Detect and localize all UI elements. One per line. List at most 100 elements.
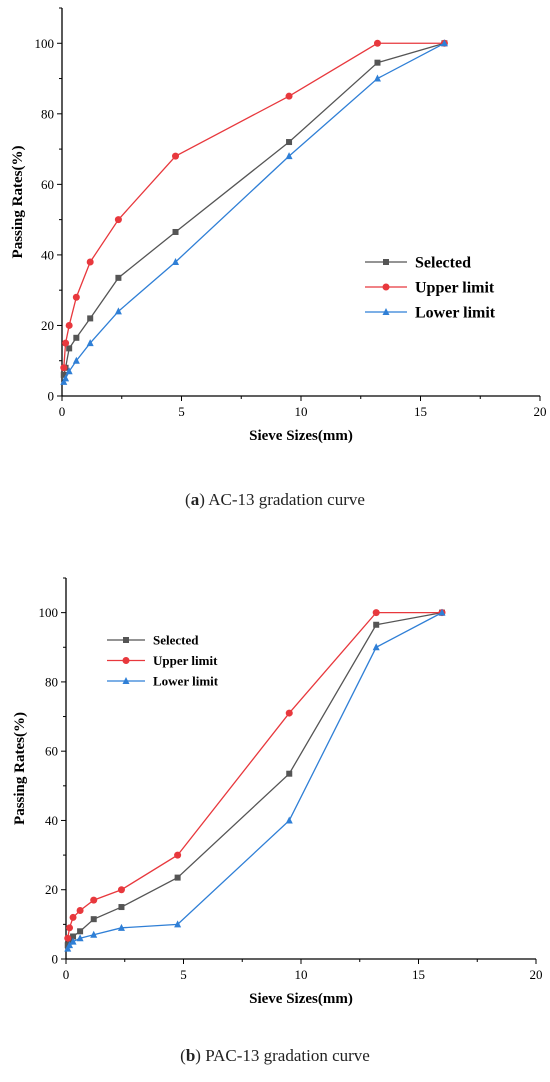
chart-b-y-axis-title: Passing Rates(%) — [12, 712, 28, 825]
chart-a-series-line-square — [63, 42, 445, 375]
chart-b-data-point-square — [77, 928, 84, 935]
chart-a-svg: 0 5 10 15 20 0 20 40 60 80 100 Sieve Sizes(mm) Passi… — [10, 7, 547, 444]
chart-b-y-tick-label: 0 — [52, 952, 59, 967]
chart-b-data-point-triangle — [372, 643, 380, 651]
chart-a-data-point-circle — [72, 293, 80, 301]
chart-a-y-tick-label: 20 — [41, 318, 54, 333]
chart-a-x-tick-label: 10 — [295, 404, 308, 419]
chart-a-data-point-triangle — [114, 307, 122, 315]
chart-b-legend-label: Upper limit — [153, 653, 218, 668]
chart-b-data-point-square — [90, 916, 97, 923]
chart-a-data-point-square — [73, 334, 80, 341]
chart-b-series-line-circle — [67, 611, 442, 939]
chart-b-legend-label: Lower limit — [153, 674, 219, 689]
chart-a-data-point-triangle — [62, 374, 70, 382]
chart-b-legend-marker — [123, 637, 129, 643]
chart-a-data-point-circle — [373, 39, 381, 47]
chart-b-data-point-triangle — [174, 920, 182, 928]
chart-a-data-point-circle — [62, 339, 70, 347]
chart-a-data-point-square — [374, 59, 381, 66]
chart-a-x-axis-title: Sieve Sizes(mm) — [249, 428, 353, 444]
chart-b-data-point-circle — [76, 907, 84, 915]
caption-a-text: AC-13 gradation curve — [204, 490, 365, 509]
chart-a-legend-label: Selected — [415, 255, 471, 272]
chart-b-data-point-square — [286, 770, 293, 777]
chart-a-y-axis-title: Passing Rates(%) — [10, 146, 26, 259]
chart-b-x-tick-label: 20 — [530, 967, 543, 982]
chart-b-svg: 0 5 10 15 20 0 20 40 60 80 100 Sieve Sizes(mm) Passi… — [12, 577, 543, 1007]
chart-b-data-point-triangle — [66, 941, 74, 949]
chart-a-x-tick-label: 0 — [59, 404, 66, 419]
chart-b-data-point-triangle — [69, 937, 77, 945]
chart-a-data-point-circle — [172, 152, 180, 160]
chart-b-legend-label: Selected — [153, 633, 199, 648]
chart-a-data-point-triangle — [373, 74, 381, 82]
chart-a-y-tick-label: 100 — [35, 36, 55, 51]
chart-a-data-point-circle — [285, 92, 293, 100]
chart-b-data-point-circle — [90, 896, 98, 904]
chart-b-data-point-circle — [69, 913, 77, 921]
chart-b-x-tick-label: 5 — [180, 967, 187, 982]
chart-b-y-tick-label: 80 — [45, 674, 58, 689]
chart-b-y-tick-label: 40 — [45, 813, 58, 828]
chart-b-data-point-triangle — [285, 816, 293, 824]
chart-a-data-point-square — [172, 228, 179, 235]
chart-b-data-point-circle — [66, 924, 74, 932]
chart-a-legend-label: Lower limit — [415, 305, 496, 322]
chart-a-series-line-circle — [63, 42, 445, 368]
chart-a-data-point-square — [66, 345, 73, 352]
chart-a-y-tick-label: 60 — [41, 177, 54, 192]
chart-b-data-point-triangle — [90, 930, 98, 938]
caption-b-letter: b — [185, 1046, 196, 1065]
chart-a-data-point-triangle — [86, 339, 94, 347]
chart-a-data-point-square — [286, 139, 293, 146]
chart-b-x-tick-label: 0 — [63, 967, 70, 982]
chart-a-legend-marker — [382, 283, 390, 291]
chart-a-data-point-triangle — [72, 356, 80, 364]
chart-a-x-tick-label: 5 — [178, 404, 185, 419]
chart-panel-b: 0 5 10 15 20 0 20 40 60 80 100 Sieve Sizes(mm) Passi… — [0, 566, 550, 1082]
chart-b-data-point-square — [174, 874, 181, 881]
chart-a-data-point-triangle — [65, 367, 73, 375]
chart-a-data-point-circle — [86, 258, 94, 266]
chart-b-x-axis-title: Sieve Sizes(mm) — [249, 991, 353, 1007]
chart-a-x-tick-label: 15 — [414, 404, 427, 419]
chart-a-data-point-triangle — [285, 152, 293, 160]
chart-a-data-point-circle — [60, 364, 68, 372]
chart-b-data-point-square — [118, 904, 125, 911]
chart-a-data-point-triangle — [172, 257, 180, 265]
chart-a-legend-marker — [382, 308, 390, 315]
chart-b-data-point-square — [373, 621, 380, 628]
chart-b-data-point-triangle — [76, 934, 84, 942]
chart-b-y-tick-label: 60 — [45, 744, 58, 759]
chart-a-y-tick-label: 80 — [41, 106, 54, 121]
caption-a: (a) AC-13 gradation curve — [185, 490, 365, 509]
chart-a-data-point-triangle — [440, 39, 448, 47]
chart-a-data-point-square — [60, 371, 67, 378]
chart-b-data-point-circle — [174, 851, 182, 859]
chart-b-x-tick-label: 10 — [295, 967, 308, 982]
chart-a-data-point-square — [87, 315, 94, 322]
chart-b-legend-marker — [122, 657, 130, 664]
chart-a-data-point-circle — [114, 216, 122, 224]
chart-b-data-point-circle — [64, 934, 72, 942]
chart-a-data-point-circle — [65, 321, 73, 329]
caption-b: (b) PAC-13 gradation curve — [180, 1046, 370, 1065]
caption-b-text: PAC-13 gradation curve — [200, 1046, 370, 1065]
caption-a-letter: a — [190, 490, 200, 509]
chart-a-legend-marker — [383, 259, 389, 265]
chart-b-data-point-triangle — [117, 923, 125, 931]
chart-a-data-point-square — [115, 274, 122, 281]
chart-panel-a: 0 5 10 15 20 0 20 40 60 80 100 Sieve Sizes(mm) Passi… — [10, 7, 547, 509]
chart-b-data-point-triangle — [438, 608, 446, 616]
chart-b-y-tick-label: 20 — [45, 882, 58, 897]
chart-a-series-line-triangle — [63, 42, 445, 383]
chart-a-x-tick-label: 20 — [534, 404, 547, 419]
chart-b-data-point-circle — [117, 886, 125, 894]
chart-b-data-point-square — [70, 933, 77, 940]
chart-a-y-tick-label: 0 — [48, 389, 55, 404]
chart-b-legend-marker — [122, 677, 130, 684]
chart-a-data-point-triangle — [60, 377, 68, 385]
chart-b-x-tick-label: 15 — [412, 967, 425, 982]
chart-a-y-tick-label: 40 — [41, 247, 54, 262]
